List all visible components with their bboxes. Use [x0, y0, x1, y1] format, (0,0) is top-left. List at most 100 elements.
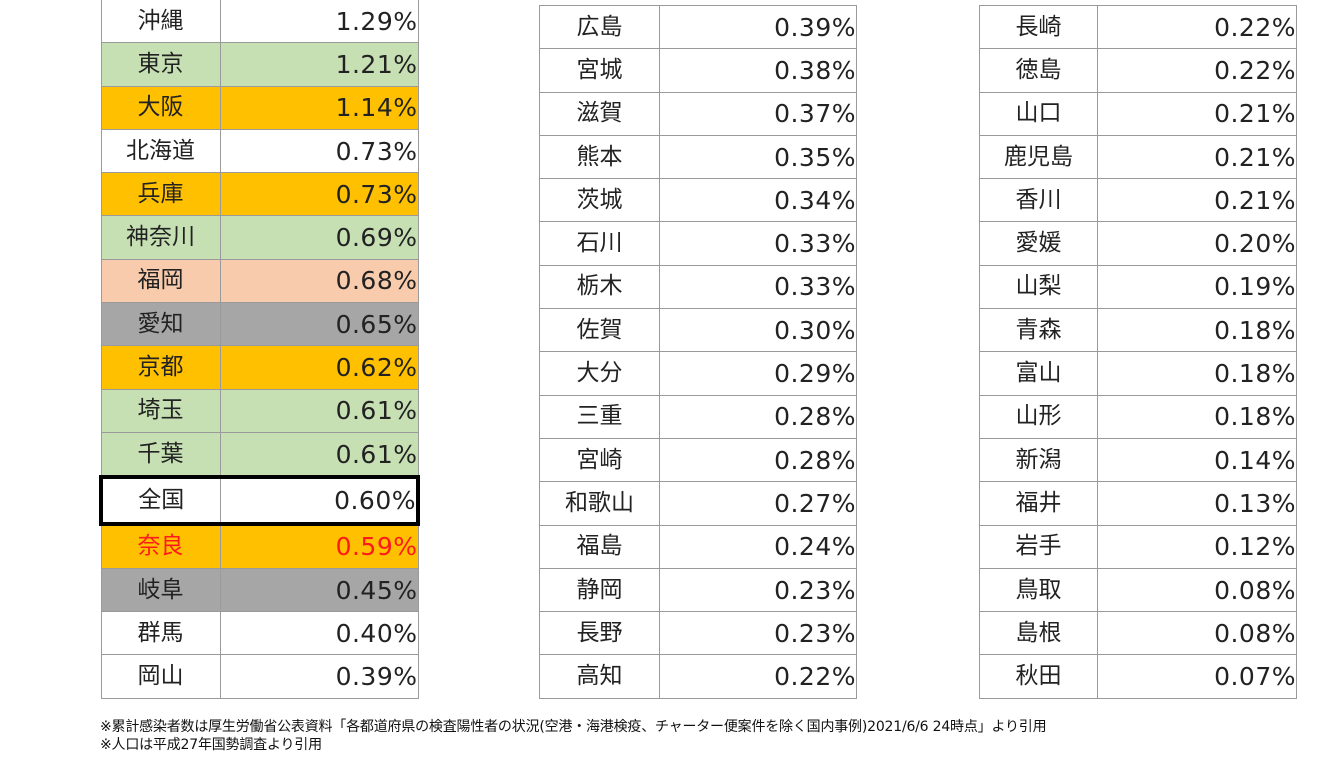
percentage-value: 0.68%: [219, 258, 419, 304]
prefecture-name: 三重: [539, 394, 660, 439]
table-row: 長崎 0.22%: [979, 4, 1297, 50]
percentage-value: 0.19%: [1097, 264, 1297, 310]
table-row: 青森 0.18%: [979, 308, 1297, 353]
prefecture-name: 滋賀: [539, 91, 660, 136]
table-row: 香川 0.21%: [979, 178, 1297, 223]
percentage-value: 0.34%: [659, 178, 857, 223]
percentage-value: 0.23%: [659, 567, 857, 613]
prefecture-name: 香川: [979, 178, 1098, 223]
prefecture-name: 富山: [979, 351, 1098, 396]
table-row: 群馬 0.40%: [100, 611, 419, 656]
prefecture-name: 岐阜: [100, 567, 221, 613]
table-row: 佐賀 0.30%: [539, 308, 857, 353]
prefecture-name: 新潟: [979, 437, 1098, 483]
prefecture-name: 福島: [539, 524, 660, 569]
percentage-value: 0.60%: [219, 475, 420, 526]
prefecture-name: 千葉: [100, 431, 221, 478]
prefecture-name: 東京: [100, 42, 221, 87]
prefecture-name: 京都: [100, 345, 221, 390]
ranking-table-column-2: 広島 0.39% 宮城 0.38% 滋賀 0.37% 熊本 0.35% 茨城 0.34% …: [539, 4, 857, 699]
percentage-value: 0.12%: [1097, 524, 1297, 569]
table-row: 北海道 0.73%: [100, 128, 419, 174]
prefecture-name: 愛知: [100, 302, 221, 347]
prefecture-name: 大分: [539, 351, 660, 396]
percentage-value: 0.65%: [219, 302, 419, 347]
prefecture-name: 栃木: [539, 264, 660, 310]
percentage-value: 0.22%: [659, 654, 857, 699]
population-note: ※人口は平成27年国勢調査より引用: [100, 737, 322, 753]
prefecture-name: 佐賀: [539, 308, 660, 353]
percentage-value: 0.14%: [1097, 437, 1297, 483]
table-row: 東京 1.21%: [100, 42, 419, 87]
percentage-value: 0.23%: [659, 611, 857, 656]
table-row: 鹿児島 0.21%: [979, 134, 1297, 180]
percentage-value: 1.21%: [219, 42, 419, 87]
table-row: 岩手 0.12%: [979, 524, 1297, 569]
footnotes: ※累計感染者数は厚生労働省公表資料「各都道府県の検査陽性者の状況(空港・海港検疫…: [100, 718, 1047, 754]
table-row: 島根 0.08%: [979, 611, 1297, 656]
percentage-value: 0.21%: [1097, 178, 1297, 223]
prefecture-name: 徳島: [979, 48, 1098, 93]
table-row: 山梨 0.19%: [979, 264, 1297, 310]
prefecture-name: 長崎: [979, 4, 1098, 50]
table-row: 愛媛 0.20%: [979, 221, 1297, 266]
percentage-value: 0.40%: [219, 611, 419, 656]
table-row: 千葉 0.61%: [100, 431, 419, 478]
table-row: 宮城 0.38%: [539, 48, 857, 93]
prefecture-name: 鳥取: [979, 567, 1098, 613]
table-row: 埼玉 0.61%: [100, 388, 419, 433]
table-row: 長野 0.23%: [539, 611, 857, 656]
percentage-value: 0.39%: [219, 654, 419, 699]
percentage-value: 0.61%: [219, 388, 419, 433]
table-row: 和歌山 0.27%: [539, 481, 857, 526]
prefecture-name: 静岡: [539, 567, 660, 613]
source-note: ※累計感染者数は厚生労働省公表資料「各都道府県の検査陽性者の状況(空港・海港検疫…: [100, 719, 1047, 735]
table-row: 鳥取 0.08%: [979, 567, 1297, 613]
table-row: 宮崎 0.28%: [539, 437, 857, 483]
table-row: 滋賀 0.37%: [539, 91, 857, 136]
prefecture-name: 全国: [99, 475, 221, 526]
table-row: 新潟 0.14%: [979, 437, 1297, 483]
percentage-value: 0.18%: [1097, 351, 1297, 396]
table-row: 兵庫 0.73%: [100, 172, 419, 217]
table-row: 秋田 0.07%: [979, 654, 1297, 699]
percentage-value: 0.61%: [219, 431, 419, 478]
prefecture-name: 愛媛: [979, 221, 1098, 266]
table-row: 神奈川 0.69%: [100, 215, 419, 260]
prefecture-name: 長野: [539, 611, 660, 656]
prefecture-name: 高知: [539, 654, 660, 699]
prefecture-name: 山口: [979, 91, 1098, 136]
table-row: 茨城 0.34%: [539, 178, 857, 223]
percentage-value: 0.33%: [659, 264, 857, 310]
prefecture-name: 沖縄: [100, 0, 221, 44]
prefecture-name: 広島: [539, 4, 660, 50]
ranking-table-column-3: 長崎 0.22% 徳島 0.22% 山口 0.21% 鹿児島 0.21% 香川 0.21%…: [979, 4, 1297, 699]
table-row: 山形 0.18%: [979, 394, 1297, 439]
prefecture-name: 山梨: [979, 264, 1098, 310]
percentage-value: 0.20%: [1097, 221, 1297, 266]
prefecture-name: 宮崎: [539, 437, 660, 483]
table-row: 奈良 0.59%: [100, 523, 419, 569]
percentage-value: 0.73%: [219, 172, 419, 217]
table-row: 栃木 0.33%: [539, 264, 857, 310]
prefecture-name: 石川: [539, 221, 660, 266]
national-average-row: 全国 0.60%: [99, 475, 420, 526]
percentage-value: 0.18%: [1097, 308, 1297, 353]
prefecture-name: 福岡: [100, 258, 221, 304]
percentage-value: 0.59%: [219, 523, 419, 569]
percentage-value: 0.08%: [1097, 567, 1297, 613]
percentage-value: 0.38%: [659, 48, 857, 93]
table-row: 徳島 0.22%: [979, 48, 1297, 93]
table-row: 岐阜 0.45%: [100, 567, 419, 613]
percentage-value: 0.21%: [1097, 91, 1297, 136]
prefecture-name: 群馬: [100, 611, 221, 656]
prefecture-name: 奈良: [100, 523, 221, 569]
table-row: 愛知 0.65%: [100, 302, 419, 347]
prefecture-name: 大阪: [100, 85, 221, 130]
percentage-value: 0.21%: [1097, 134, 1297, 180]
table-row: 石川 0.33%: [539, 221, 857, 266]
prefecture-name: 鹿児島: [979, 134, 1098, 180]
prefecture-name: 茨城: [539, 178, 660, 223]
percentage-value: 0.28%: [659, 394, 857, 439]
percentage-value: 0.73%: [219, 128, 419, 174]
